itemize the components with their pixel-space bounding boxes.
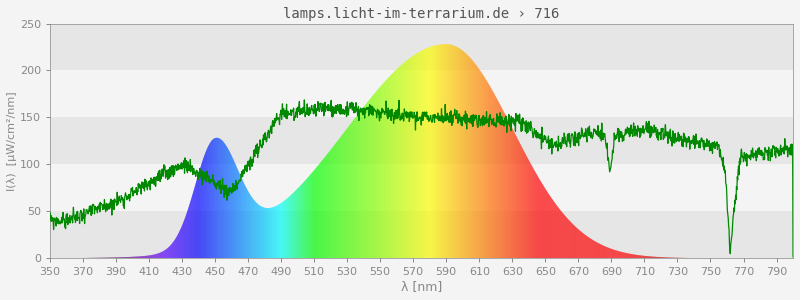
X-axis label: λ [nm]: λ [nm] <box>401 280 442 293</box>
Bar <box>50 211 793 258</box>
Bar <box>50 23 793 70</box>
Title: lamps.licht-im-terrarium.de › 716: lamps.licht-im-terrarium.de › 716 <box>283 7 560 21</box>
Bar <box>50 117 793 164</box>
Y-axis label: I(λ)  [µW/cm²/nm]: I(λ) [µW/cm²/nm] <box>7 91 17 191</box>
